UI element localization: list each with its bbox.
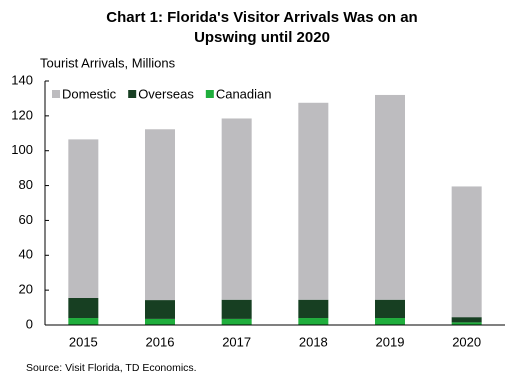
- y-tick-label: 0: [26, 316, 33, 331]
- legend-swatch: [128, 90, 137, 98]
- y-tick-label: 40: [19, 247, 33, 262]
- chart-title: Upswing until 2020: [194, 29, 330, 46]
- y-tick-label: 60: [19, 212, 33, 227]
- bar-segment: [221, 299, 252, 319]
- bar-segment: [298, 318, 329, 325]
- legend-label: Overseas: [138, 86, 194, 101]
- legend-label: Domestic: [62, 86, 117, 101]
- bar-segment: [221, 318, 252, 325]
- bar-segment: [375, 299, 405, 319]
- bar-segment: [451, 317, 482, 323]
- source-note: Source: Visit Florida, TD Economics.: [26, 362, 197, 374]
- x-tick-label: 2020: [452, 334, 481, 349]
- bar-segment: [68, 318, 99, 325]
- y-tick-label: 20: [19, 282, 33, 297]
- legend-swatch: [52, 90, 60, 98]
- bar-segment: [298, 299, 329, 319]
- x-tick-label: 2019: [376, 334, 405, 349]
- bar-segment: [375, 318, 405, 325]
- chart-title: Chart 1: Florida's Visitor Arrivals Was …: [106, 9, 417, 26]
- y-axis-label: Tourist Arrivals, Millions: [40, 55, 176, 70]
- x-tick-label: 2015: [69, 334, 98, 349]
- legend-swatch: [205, 90, 214, 98]
- bar-segment: [68, 139, 99, 298]
- x-tick-label: 2016: [146, 334, 175, 349]
- bar-segment: [298, 102, 329, 300]
- y-tick-label: 100: [11, 142, 33, 157]
- bar-segment: [221, 118, 252, 300]
- bar-segment: [451, 322, 482, 325]
- bar-segment: [145, 129, 175, 301]
- bar-segment: [375, 94, 405, 300]
- bar-segment: [145, 318, 175, 325]
- y-tick-label: 140: [11, 72, 33, 87]
- legend-label: Canadian: [216, 86, 272, 101]
- y-tick-label: 120: [11, 107, 33, 122]
- bar-segment: [451, 186, 482, 318]
- x-tick-label: 2017: [222, 334, 251, 349]
- bar-segment: [68, 297, 99, 319]
- x-tick-label: 2018: [299, 334, 328, 349]
- y-tick-label: 80: [19, 177, 33, 192]
- bar-segment: [145, 300, 175, 319]
